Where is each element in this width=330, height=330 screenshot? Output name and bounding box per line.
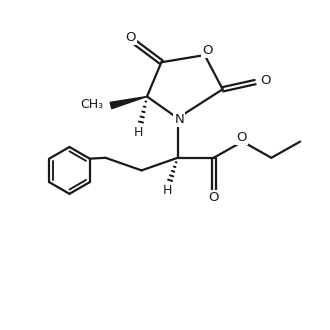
Text: O: O: [237, 131, 247, 144]
Text: H: H: [162, 184, 172, 197]
Text: O: O: [209, 191, 219, 204]
Polygon shape: [110, 96, 147, 109]
Text: N: N: [175, 114, 184, 126]
Text: O: O: [125, 31, 136, 44]
Text: CH₃: CH₃: [80, 98, 103, 111]
Text: H: H: [133, 126, 143, 139]
Text: O: O: [202, 44, 213, 57]
Text: O: O: [260, 74, 271, 87]
